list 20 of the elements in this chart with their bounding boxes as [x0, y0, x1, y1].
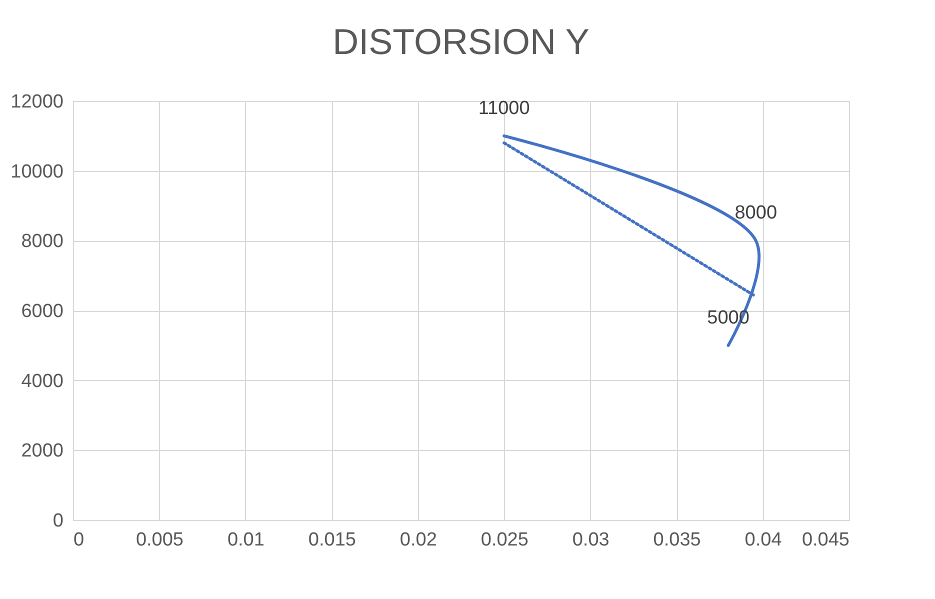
x-tick-label: 0 [74, 530, 84, 550]
x-tick-label: 0.02 [400, 530, 437, 550]
x-tick-label: 0.005 [136, 530, 184, 550]
data-label: 11000 [478, 98, 530, 119]
y-tick-label: 12000 [10, 92, 64, 112]
x-tick-label: 0.01 [227, 530, 264, 550]
y-tick-label: 10000 [10, 161, 64, 182]
y-tick-label: 8000 [21, 231, 64, 252]
x-tick-label: 0.015 [308, 530, 356, 550]
x-tick-label: 0.045 [802, 530, 850, 550]
y-tick-label: 4000 [21, 370, 64, 392]
x-tick-label: 0.04 [744, 530, 782, 550]
y-tick-label: 2000 [21, 440, 64, 462]
y-tick-label: 6000 [21, 301, 64, 322]
x-tick-label: 0.03 [572, 530, 610, 550]
chart-title: DISTORSION Y [332, 21, 590, 62]
x-tick-label: 0.025 [480, 530, 528, 550]
data-label: 8000 [734, 202, 778, 224]
y-tick-label: 0 [52, 510, 64, 532]
x-tick-label: 0.035 [653, 530, 701, 550]
